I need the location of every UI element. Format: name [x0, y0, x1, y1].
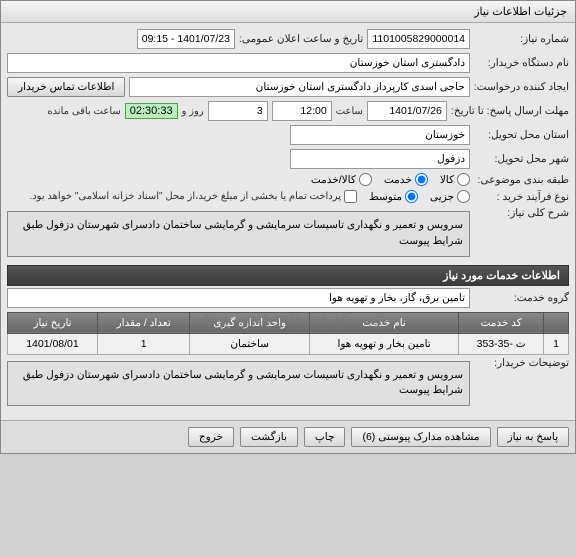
service-group-value: تامین برق، گاز، بخار و تهویه هوا — [7, 288, 470, 308]
purchase-type-group: جزیی متوسط پرداخت تمام یا بخشی از مبلغ خ… — [29, 190, 470, 203]
buyer-notes-label: توضیحات خریدار: — [474, 357, 569, 369]
cat-goods-radio[interactable]: کالا — [440, 173, 470, 186]
table-row[interactable]: 1 ت -35-353 تامین بخار و تهویه هوا ساختم… — [8, 333, 569, 354]
time-label: ساعت — [336, 106, 363, 117]
content-area: شماره نیاز: 1101005829000014 تاریخ و ساع… — [1, 23, 575, 420]
services-section-header: اطلاعات خدمات مورد نیاز — [7, 265, 569, 286]
attachments-button[interactable]: مشاهده مدارک پیوستی (6) — [351, 427, 490, 447]
table-header-row: کد خدمت نام خدمت واحد اندازه گیری تعداد … — [8, 312, 569, 333]
province-value: خوزستان — [290, 125, 470, 145]
remaining-label: ساعت باقی مانده — [47, 106, 120, 117]
buyer-notes-box: سرویس و تعمیر و نگهداری تاسیسات سرمایشی … — [7, 361, 470, 407]
cat-both-radio[interactable]: کالا/خدمت — [311, 173, 372, 186]
window-title: جزئیات اطلاعات نیاز — [474, 6, 567, 18]
cell-qty: 1 — [97, 333, 189, 354]
contact-buyer-button[interactable]: اطلاعات تماس خریدار — [7, 77, 125, 97]
cell-code: ت -35-353 — [459, 333, 544, 354]
deadline-date: 1401/07/26 — [367, 101, 447, 121]
buyer-value: دادگستری استان خوزستان — [7, 53, 470, 73]
creator-value: حاجی اسدی کارپرداز دادگستری استان خوزستا… — [129, 77, 469, 97]
announce-label: تاریخ و ساعت اعلان عمومی: — [239, 33, 363, 45]
category-radio-group: کالا خدمت کالا/خدمت — [311, 173, 470, 186]
deadline-label: مهلت ارسال پاسخ: تا تاریخ: — [451, 105, 569, 117]
cell-unit: ساختمان — [190, 333, 310, 354]
cat-service-radio[interactable]: خدمت — [384, 173, 428, 186]
footer-bar: پاسخ به نیاز مشاهده مدارک پیوستی (6) چاپ… — [1, 420, 575, 453]
services-table: کد خدمت نام خدمت واحد اندازه گیری تعداد … — [7, 312, 569, 355]
purchase-type-label: نوع فرآیند خرید : — [474, 191, 569, 203]
col-idx — [544, 312, 569, 333]
creator-label: ایجاد کننده درخواست: — [474, 81, 569, 93]
city-label: شهر محل تحویل: — [474, 153, 569, 165]
request-no-field: 1101005829000014 — [367, 29, 470, 49]
request-detail-window: جزئیات اطلاعات نیاز شماره نیاز: 11010058… — [0, 0, 576, 454]
back-button[interactable]: بازگشت — [240, 427, 298, 447]
cell-name: تامین بخار و تهویه هوا — [309, 333, 458, 354]
col-unit: واحد اندازه گیری — [190, 312, 310, 333]
desc-box: سرویس و تعمیر و نگهداری تاسیسات سرمایشی … — [7, 211, 470, 257]
countdown: 02:30:33 — [125, 103, 178, 119]
cell-date: 1401/08/01 — [8, 333, 98, 354]
pt-checkbox[interactable]: پرداخت تمام یا بخشی از مبلغ خرید،از محل … — [29, 190, 357, 203]
category-label: طبقه بندی موضوعی: — [474, 174, 569, 186]
deadline-time: 12:00 — [272, 101, 332, 121]
pt-partial-radio[interactable]: جزیی — [430, 190, 470, 203]
city-value: دزفول — [290, 149, 470, 169]
col-qty: تعداد / مقدار — [97, 312, 189, 333]
cell-idx: 1 — [544, 333, 569, 354]
service-group-label: گروه خدمت: — [474, 292, 569, 304]
announce-value: 1401/07/23 - 09:15 — [137, 29, 235, 49]
respond-button[interactable]: پاسخ به نیاز — [497, 427, 569, 447]
pt-medium-radio[interactable]: متوسط — [369, 190, 418, 203]
col-code: کد خدمت — [459, 312, 544, 333]
print-button[interactable]: چاپ — [304, 427, 346, 447]
buyer-label: نام دستگاه خریدار: — [474, 57, 569, 69]
request-no-label: شماره نیاز: — [474, 33, 569, 45]
days-label: روز و — [182, 106, 204, 117]
col-date: تاریخ نیاز — [8, 312, 98, 333]
col-name: نام خدمت — [309, 312, 458, 333]
desc-label: شرح کلی نیاز: — [474, 207, 569, 219]
window-titlebar: جزئیات اطلاعات نیاز — [1, 1, 575, 23]
province-label: استان محل تحویل: — [474, 129, 569, 141]
days-value: 3 — [208, 101, 268, 121]
exit-button[interactable]: خروج — [188, 427, 234, 447]
